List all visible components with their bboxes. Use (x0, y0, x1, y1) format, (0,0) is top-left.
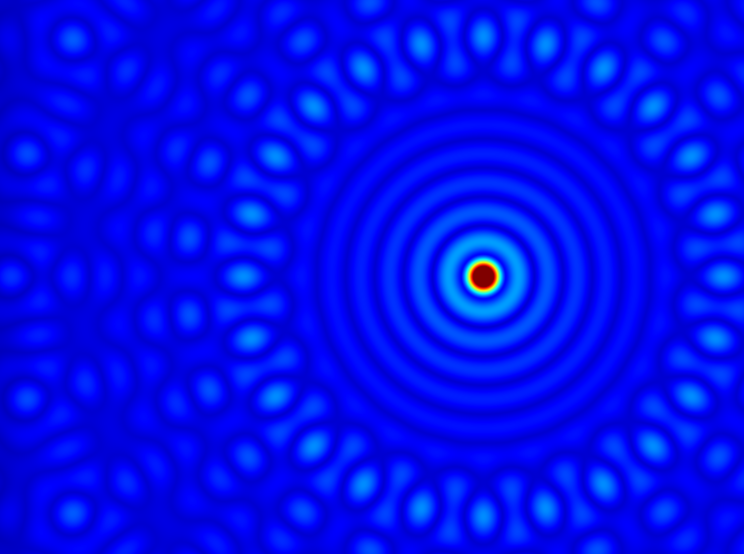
interference-pattern-image (0, 0, 744, 554)
interference-pattern-view (0, 0, 744, 554)
